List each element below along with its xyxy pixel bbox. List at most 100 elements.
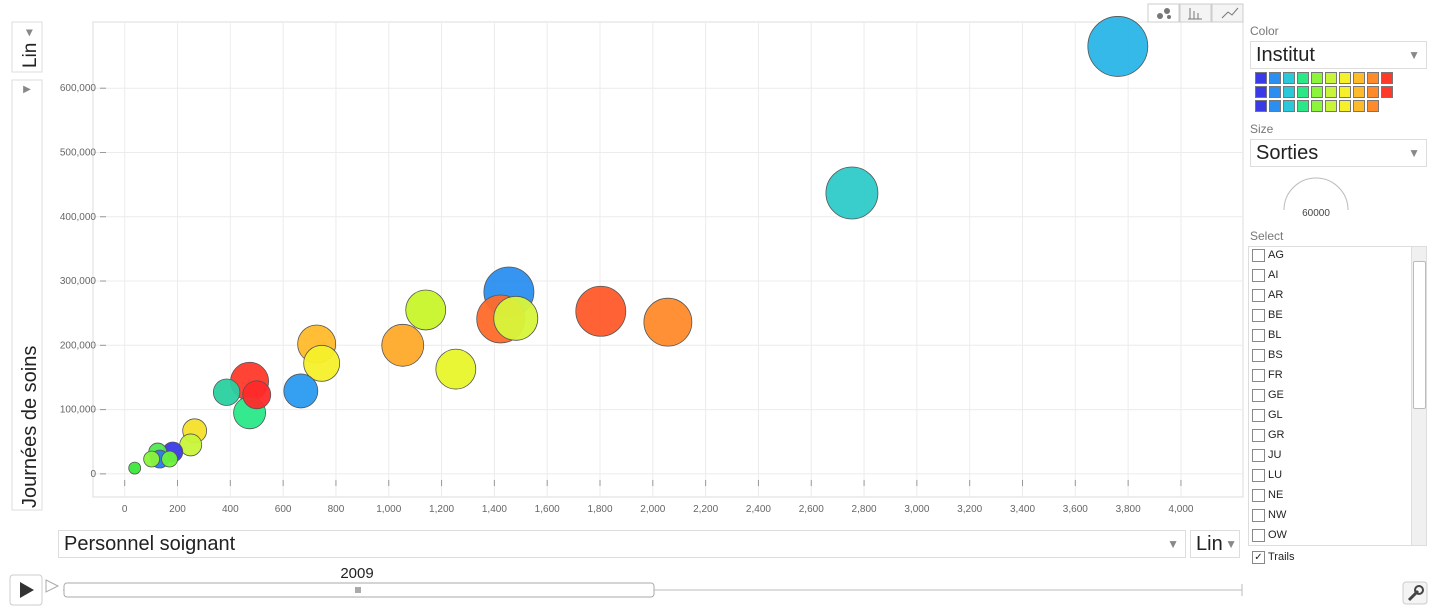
select-item[interactable]: BL [1252, 325, 1281, 345]
checkbox[interactable] [1252, 368, 1265, 382]
checkbox[interactable] [1252, 388, 1265, 402]
x-scale: Lin [1196, 533, 1223, 555]
select-item[interactable]: BE [1252, 305, 1283, 325]
y-tick-label: 400,000 [60, 212, 97, 223]
palette-swatch [1255, 100, 1267, 112]
bar-tab[interactable] [1179, 3, 1212, 23]
y-tick-label: 500,000 [60, 147, 97, 158]
size-heading: Size [1250, 122, 1274, 136]
palette-swatch [1353, 86, 1365, 98]
checkbox[interactable] [1252, 528, 1265, 542]
y-axis-selector[interactable] [11, 79, 43, 511]
select-item-label: JU [1268, 449, 1282, 461]
x-tick-label: 1,600 [535, 504, 560, 515]
palette-swatch [1381, 86, 1393, 98]
scrollbar[interactable] [1411, 247, 1426, 545]
select-item-label: AI [1268, 269, 1279, 281]
select-item[interactable]: GL [1252, 405, 1283, 425]
select-item[interactable]: BS [1252, 345, 1283, 365]
select-item[interactable]: LU [1252, 465, 1282, 485]
select-item[interactable]: NE [1252, 485, 1283, 505]
size-by: Sorties [1256, 142, 1319, 164]
select-item[interactable]: AR [1252, 285, 1283, 305]
select-item[interactable]: GE [1252, 385, 1284, 405]
checkbox[interactable] [1252, 328, 1265, 342]
select-item-label: OW [1268, 529, 1287, 541]
select-item-label: BE [1268, 309, 1283, 321]
y-tick-label: 100,000 [60, 405, 97, 416]
palette-swatch [1367, 100, 1379, 112]
select-item[interactable]: JU [1252, 445, 1281, 465]
y-tick-label: 200,000 [60, 340, 97, 351]
checkbox[interactable] [1252, 448, 1265, 462]
speed-control[interactable] [45, 579, 60, 593]
bubble [161, 450, 178, 468]
bubble [1087, 16, 1149, 77]
settings-button[interactable] [1402, 581, 1428, 605]
y-scale: Lin [20, 43, 41, 68]
size-selector[interactable]: Sorties ▼ [1250, 139, 1427, 167]
x-tick-label: 0 [122, 504, 128, 515]
palette-swatch [1311, 86, 1323, 98]
select-item-label: GE [1268, 389, 1284, 401]
checkbox[interactable] [1252, 488, 1265, 502]
palette-swatch [1339, 86, 1351, 98]
select-item[interactable]: OW [1252, 525, 1287, 545]
svg-text:▶: ▶ [25, 30, 35, 37]
select-list [1248, 246, 1427, 546]
checkbox[interactable] [1252, 268, 1265, 282]
select-item[interactable]: NW [1252, 505, 1286, 525]
size-legend-value: 60000 [1302, 208, 1330, 219]
select-item[interactable]: GR [1252, 425, 1285, 445]
trails-option[interactable]: ✓ Trails [1252, 547, 1294, 567]
x-axis-selector[interactable]: Personnel soignant ▼ [58, 530, 1186, 558]
x-scale-selector[interactable]: Lin ▼ [1190, 530, 1240, 558]
select-item[interactable]: AI [1252, 265, 1278, 285]
y-axis-arrow: ▶ [23, 84, 31, 95]
checkbox[interactable] [1252, 248, 1265, 262]
select-item-label: LU [1268, 469, 1283, 481]
palette-swatch [1283, 100, 1295, 112]
palette-swatch [1367, 72, 1379, 84]
select-item[interactable]: FR [1252, 365, 1283, 385]
bubble [435, 348, 477, 390]
x-tick-label: 2,600 [799, 504, 824, 515]
x-tick-label: 1,400 [482, 504, 507, 515]
palette-swatch [1353, 100, 1365, 112]
chart-type-tabs[interactable] [1147, 3, 1244, 23]
checkbox[interactable] [1252, 308, 1265, 322]
y-tick-label: 300,000 [60, 276, 97, 287]
select-item-label: FR [1268, 369, 1283, 381]
checkbox[interactable] [1252, 508, 1265, 522]
palette-swatch [1297, 72, 1309, 84]
trails-checkbox[interactable]: ✓ [1252, 550, 1265, 564]
palette-swatch [1353, 72, 1365, 84]
time-slider[interactable] [63, 582, 655, 598]
x-tick-label: 4,000 [1168, 504, 1193, 515]
checkbox[interactable] [1252, 288, 1265, 302]
palette-swatch [1269, 86, 1281, 98]
checkbox[interactable] [1252, 348, 1265, 362]
color-selector[interactable]: Institut ▼ [1250, 41, 1427, 69]
y-scale-selector[interactable] [11, 21, 43, 73]
checkbox[interactable] [1252, 428, 1265, 442]
x-tick-label: 800 [328, 504, 345, 515]
bubble [405, 289, 447, 331]
y-tick-label: 0 [90, 469, 96, 480]
bubble [283, 373, 319, 409]
palette-swatch [1339, 100, 1351, 112]
checkbox[interactable] [1252, 468, 1265, 482]
x-tick-label: 1,200 [429, 504, 454, 515]
checkbox[interactable] [1252, 408, 1265, 422]
bubble [242, 380, 272, 410]
x-tick-label: 600 [275, 504, 292, 515]
bubble [575, 285, 627, 337]
x-tick-label: 3,600 [1063, 504, 1088, 515]
x-tick-label: 1,000 [376, 504, 401, 515]
palette-swatch [1283, 86, 1295, 98]
trails-label: Trails [1268, 551, 1295, 563]
bubble-tab[interactable] [1147, 3, 1180, 23]
select-item[interactable]: AG [1252, 245, 1284, 265]
